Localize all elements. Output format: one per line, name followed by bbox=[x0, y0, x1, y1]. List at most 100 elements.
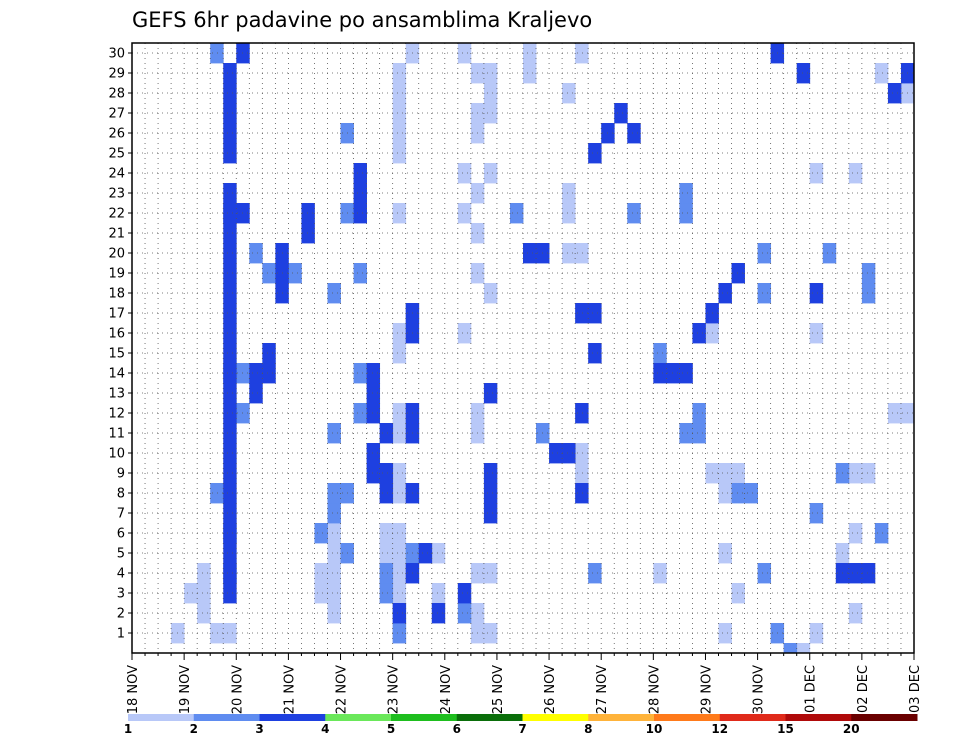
heatmap-cell bbox=[223, 63, 237, 84]
colorbar-swatch bbox=[654, 714, 721, 721]
heatmap-cell bbox=[653, 343, 667, 364]
colorbar-swatch bbox=[391, 714, 458, 721]
heatmap-cell bbox=[392, 103, 407, 124]
heatmap-cell bbox=[327, 503, 341, 524]
colorbar: 1 2 3 4 5 6 7 8 10 12 15 20 bbox=[124, 714, 918, 736]
heatmap-cell bbox=[483, 283, 498, 304]
heatmap-cell bbox=[197, 583, 211, 604]
heatmap-cell bbox=[418, 543, 433, 564]
x-tick-label: 19 NOV bbox=[178, 665, 193, 714]
y-axis-ticks: 1234567891011121314151617181920212223242… bbox=[108, 47, 132, 642]
heatmap-cell bbox=[262, 263, 276, 284]
y-tick-label: 26 bbox=[108, 127, 125, 142]
heatmap-cell bbox=[197, 603, 211, 624]
y-tick-label: 1 bbox=[117, 627, 125, 642]
heatmap-cell bbox=[848, 563, 863, 584]
colorbar-swatch bbox=[259, 714, 326, 721]
heatmap-cell bbox=[379, 523, 394, 544]
heatmap-cell bbox=[848, 463, 863, 484]
heatmap-cell bbox=[392, 463, 407, 484]
heatmap-cell bbox=[197, 563, 211, 584]
y-tick-label: 8 bbox=[117, 487, 125, 502]
heatmap-cell bbox=[327, 563, 341, 584]
heatmap-cell bbox=[210, 623, 224, 644]
heatmap-cell bbox=[887, 403, 902, 424]
y-tick-label: 20 bbox=[108, 247, 125, 262]
heatmap-cell bbox=[379, 463, 394, 484]
heatmap-cell bbox=[483, 503, 498, 524]
heatmap-cell bbox=[457, 163, 472, 184]
heatmap-cell bbox=[483, 163, 498, 184]
heatmap-cell bbox=[314, 523, 328, 544]
y-tick-label: 28 bbox=[108, 87, 125, 102]
heatmap-cell bbox=[353, 183, 367, 204]
heatmap-cell bbox=[301, 223, 315, 244]
colorbar-label: 1 bbox=[124, 722, 132, 736]
heatmap-cell bbox=[223, 403, 237, 424]
heatmap-cell bbox=[392, 623, 407, 644]
y-tick-label: 14 bbox=[108, 367, 125, 382]
heatmap-cell bbox=[366, 463, 381, 484]
y-tick-label: 27 bbox=[108, 107, 125, 122]
heatmap-cell bbox=[327, 283, 341, 304]
x-tick-label: 26 NOV bbox=[543, 665, 558, 714]
heatmap-cells bbox=[171, 43, 915, 654]
heatmap-cell bbox=[353, 163, 367, 184]
heatmap-cell bbox=[223, 623, 237, 644]
x-tick-label: 23 NOV bbox=[387, 665, 402, 714]
heatmap-cell bbox=[223, 203, 237, 224]
x-tick-label: 29 NOV bbox=[700, 665, 715, 714]
heatmap-cell bbox=[483, 563, 498, 584]
heatmap-cell bbox=[692, 403, 706, 424]
heatmap-cell bbox=[223, 543, 237, 564]
heatmap-cell bbox=[588, 563, 602, 584]
heatmap-cell bbox=[249, 243, 263, 264]
colorbar-label: 6 bbox=[453, 722, 461, 736]
heatmap-cell bbox=[861, 463, 876, 484]
heatmap-cell bbox=[392, 563, 407, 584]
heatmap-cell bbox=[457, 603, 472, 624]
heatmap-cell bbox=[809, 283, 824, 304]
heatmap-cell bbox=[223, 423, 237, 444]
heatmap-cell bbox=[327, 543, 341, 564]
heatmap-cell bbox=[483, 463, 498, 484]
heatmap-cell bbox=[757, 563, 772, 584]
x-tick-label: 20 NOV bbox=[230, 665, 245, 714]
heatmap-cell bbox=[718, 483, 732, 504]
heatmap-cell bbox=[327, 423, 341, 444]
heatmap-cell bbox=[562, 443, 576, 464]
heatmap-cell bbox=[392, 423, 407, 444]
y-tick-label: 30 bbox=[108, 47, 125, 62]
colorbar-label: 7 bbox=[518, 722, 526, 736]
x-tick-label: 02 DEC bbox=[856, 665, 871, 713]
x-tick-label: 03 DEC bbox=[908, 665, 923, 713]
colorbar-swatch bbox=[785, 714, 852, 721]
colorbar-swatch bbox=[193, 714, 260, 721]
y-tick-label: 23 bbox=[108, 187, 125, 202]
heatmap-cell bbox=[861, 283, 876, 304]
heatmap-cell bbox=[483, 103, 498, 124]
heatmap-cell bbox=[314, 583, 328, 604]
heatmap-cell bbox=[392, 583, 407, 604]
heatmap-cell bbox=[392, 123, 407, 144]
heatmap-cell bbox=[223, 303, 237, 324]
heatmap-cell bbox=[731, 483, 745, 504]
heatmap-cell bbox=[379, 583, 394, 604]
heatmap-cell bbox=[223, 583, 237, 604]
heatmap-cell bbox=[483, 483, 498, 504]
heatmap-cell bbox=[223, 483, 237, 504]
heatmap-cell bbox=[431, 603, 446, 624]
heatmap-cell bbox=[549, 443, 563, 464]
heatmap-cell bbox=[210, 483, 224, 504]
heatmap-cell bbox=[392, 83, 407, 104]
colorbar-swatch bbox=[719, 714, 786, 721]
heatmap-cell bbox=[666, 363, 680, 384]
heatmap-cell bbox=[523, 43, 537, 64]
heatmap-cell bbox=[223, 463, 237, 484]
heatmap-cell bbox=[366, 363, 381, 384]
heatmap-cell bbox=[575, 443, 589, 464]
heatmap-cell bbox=[588, 143, 602, 164]
y-tick-label: 16 bbox=[108, 327, 125, 342]
heatmap-cell bbox=[327, 583, 341, 604]
heatmap-cell bbox=[692, 423, 706, 444]
